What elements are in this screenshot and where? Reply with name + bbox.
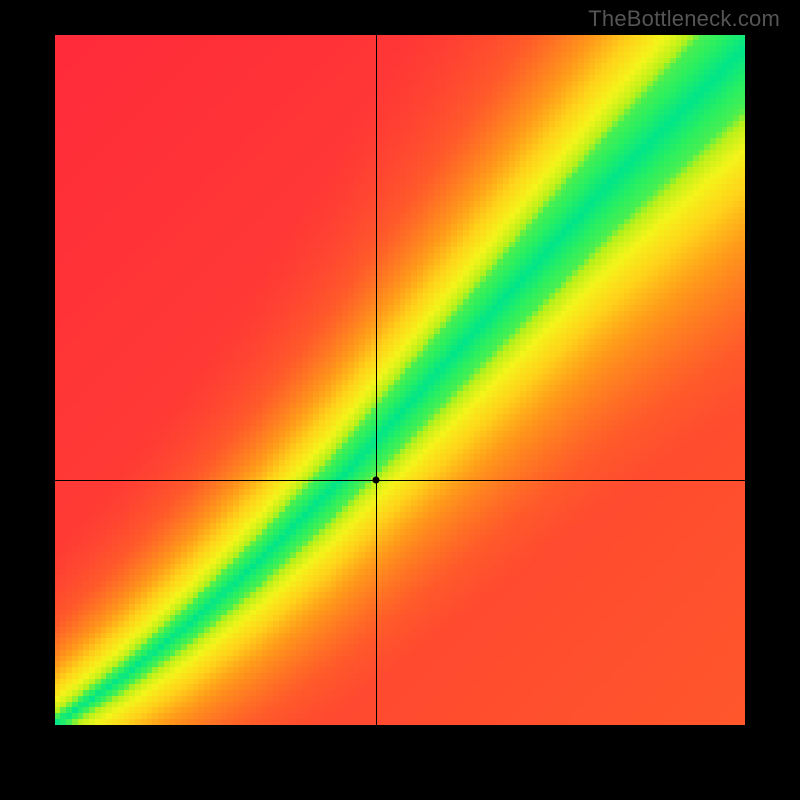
heatmap-canvas [55, 35, 745, 725]
crosshair-marker [372, 477, 379, 484]
watermark-text: TheBottleneck.com [588, 6, 780, 32]
crosshair-horizontal [55, 480, 745, 481]
crosshair-vertical [376, 35, 377, 725]
plot-area [55, 35, 745, 725]
root-container: TheBottleneck.com [0, 0, 800, 800]
